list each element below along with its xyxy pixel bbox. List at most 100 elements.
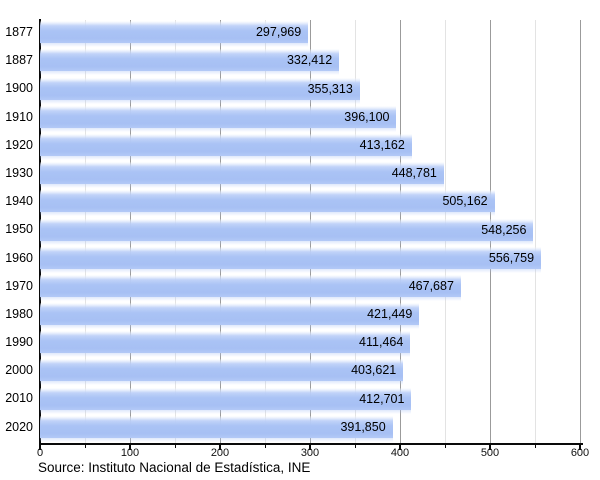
bar-track: 412,701 bbox=[40, 386, 580, 414]
bar-track: 505,162 bbox=[40, 189, 580, 217]
year-label: 2010 bbox=[5, 391, 33, 406]
axis-tick bbox=[39, 445, 41, 450]
axis-tick bbox=[489, 445, 491, 450]
chart-row: 2000 403,621 bbox=[0, 358, 600, 386]
bar-track: 421,449 bbox=[40, 302, 580, 330]
bar-value-label: 411,464 bbox=[359, 335, 404, 350]
population-bar: 396,100 bbox=[40, 105, 397, 132]
chart-row: 1910 396,100 bbox=[0, 105, 600, 133]
year-label: 1970 bbox=[5, 278, 33, 293]
year-label: 2020 bbox=[5, 419, 33, 434]
x-tick-label: 600 bbox=[570, 447, 590, 459]
chart-row: 1980 421,449 bbox=[0, 302, 600, 330]
year-label: 1960 bbox=[5, 250, 33, 265]
bar-track: 355,313 bbox=[40, 76, 580, 104]
year-label: 1877 bbox=[5, 25, 33, 39]
population-bar: 403,621 bbox=[40, 359, 404, 386]
population-bar: 421,449 bbox=[40, 303, 420, 330]
bar-value-label: 548,256 bbox=[481, 222, 527, 237]
bar-value-label: 391,850 bbox=[340, 419, 386, 434]
x-axis-tick-labels: 0 100 200 300 400 500 600 bbox=[37, 447, 589, 461]
bar-value-label: 396,100 bbox=[344, 109, 390, 124]
population-bar: 448,781 bbox=[40, 162, 444, 189]
year-label: 1940 bbox=[5, 194, 33, 209]
chart-row: 1950 548,256 bbox=[0, 217, 600, 245]
population-bar: 505,162 bbox=[40, 190, 495, 217]
chart-row: 1930 448,781 bbox=[0, 161, 600, 189]
chart-row: 1960 556,759 bbox=[0, 246, 600, 274]
population-bar: 391,850 bbox=[40, 415, 393, 442]
bar-value-label: 355,313 bbox=[307, 81, 353, 96]
population-bar: 332,412 bbox=[40, 49, 340, 76]
bar-track: 403,621 bbox=[40, 358, 580, 386]
source-caption: Source: Instituto Nacional de Estadístic… bbox=[38, 460, 311, 475]
bar-track: 467,687 bbox=[40, 274, 580, 302]
year-label: 1887 bbox=[5, 53, 33, 68]
population-bar: 467,687 bbox=[40, 274, 461, 301]
axis-tick bbox=[219, 445, 221, 450]
axis-tick bbox=[355, 445, 356, 448]
chart-row: 1887 332,412 bbox=[0, 48, 600, 76]
x-tick-label: 100 bbox=[120, 447, 140, 459]
year-label: 2000 bbox=[5, 363, 33, 378]
bar-track: 548,256 bbox=[40, 217, 580, 245]
population-bar: 556,759 bbox=[40, 246, 542, 273]
chart-row: 1900 355,313 bbox=[0, 76, 600, 104]
year-label: 1930 bbox=[5, 165, 33, 180]
axis-tick bbox=[399, 445, 401, 450]
axis-tick bbox=[85, 445, 86, 448]
bar-track: 391,850 bbox=[40, 415, 580, 443]
population-bar: 411,464 bbox=[40, 331, 411, 358]
axis-tick bbox=[175, 445, 176, 448]
axis-tick bbox=[265, 445, 266, 448]
chart-row: 2010 412,701 bbox=[0, 386, 600, 414]
population-bar: 548,256 bbox=[40, 218, 534, 245]
x-tick-label: 400 bbox=[390, 447, 410, 459]
year-label: 1920 bbox=[5, 137, 33, 152]
axis-tick bbox=[535, 445, 536, 448]
year-label: 1950 bbox=[5, 222, 33, 237]
bar-track: 411,464 bbox=[40, 330, 580, 358]
chart-row: 1970 467,687 bbox=[0, 274, 600, 302]
x-tick-label: 200 bbox=[210, 447, 230, 459]
bar-value-label: 403,621 bbox=[351, 363, 397, 378]
axis-tick bbox=[309, 445, 311, 450]
axis-tick bbox=[445, 445, 446, 448]
gridline bbox=[580, 20, 581, 443]
x-axis-ticks bbox=[39, 445, 581, 451]
bar-value-label: 297,969 bbox=[255, 25, 302, 40]
bar-value-label: 467,687 bbox=[408, 278, 454, 293]
bar-value-label: 448,781 bbox=[391, 166, 437, 181]
bar-track: 556,759 bbox=[40, 246, 580, 274]
axis-tick bbox=[129, 445, 131, 450]
chart-row: 2020 391,850 bbox=[0, 415, 600, 443]
bar-value-label: 332,412 bbox=[286, 53, 333, 68]
x-axis-line bbox=[39, 443, 583, 445]
year-label: 1900 bbox=[5, 81, 33, 96]
population-bar: 297,969 bbox=[40, 21, 309, 48]
bar-value-label: 413,162 bbox=[359, 137, 405, 152]
bar-track: 396,100 bbox=[40, 105, 580, 133]
population-bar: 355,313 bbox=[40, 77, 360, 104]
bar-track: 448,781 bbox=[40, 161, 580, 189]
x-tick-label: 500 bbox=[480, 447, 500, 459]
population-bar: 413,162 bbox=[40, 133, 412, 160]
x-tick-label: 0 bbox=[36, 447, 44, 459]
population-bar: 412,701 bbox=[40, 387, 412, 414]
chart-row: 1877 297,969 bbox=[0, 20, 600, 48]
x-tick-label: 300 bbox=[300, 447, 320, 459]
bar-value-label: 421,449 bbox=[367, 307, 413, 322]
year-label: 1980 bbox=[5, 306, 33, 321]
year-label: 1990 bbox=[5, 335, 33, 350]
bar-track: 413,162 bbox=[40, 133, 580, 161]
axis-tick bbox=[579, 445, 581, 450]
chart-row: 1990 411,464 bbox=[0, 330, 600, 358]
gridline bbox=[535, 20, 536, 443]
bar-rows: 1877 297,969 1887 332,412 1900 355,313 1910 396… bbox=[0, 20, 600, 443]
bar-track: 332,412 bbox=[40, 48, 580, 76]
chart-row: 1940 505,162 bbox=[0, 189, 600, 217]
bar-track: 297,969 bbox=[40, 20, 580, 48]
year-label: 1910 bbox=[5, 109, 33, 124]
chart-row: 1920 413,162 bbox=[0, 133, 600, 161]
